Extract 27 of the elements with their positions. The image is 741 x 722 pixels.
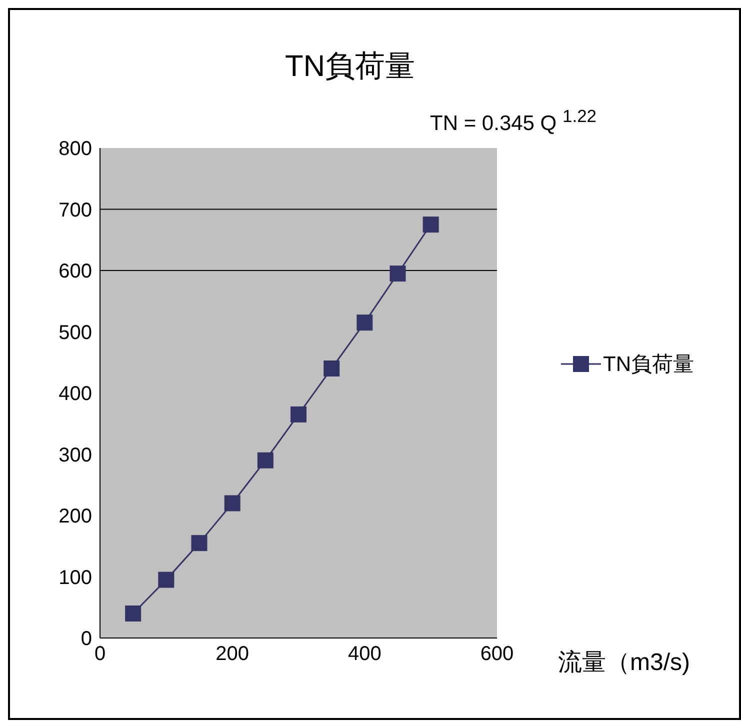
x-axis-title: 流量（m3/s): [558, 648, 690, 678]
y-tick-label: 400: [58, 383, 92, 406]
point: [158, 572, 174, 588]
point: [390, 266, 406, 282]
legend-label: TN負荷量: [603, 352, 694, 378]
y-tick-label: 300: [58, 444, 92, 466]
y-tick-label: 200: [58, 506, 92, 528]
x-tick-label: 200: [216, 643, 250, 666]
point: [290, 406, 306, 422]
point: [257, 452, 274, 468]
point: [324, 360, 340, 376]
y-tick-label: 800: [58, 138, 92, 160]
y-tick-label: 500: [58, 322, 92, 344]
text: TN = 0.345 Q $^{1.22}$: [430, 106, 597, 136]
chart-title: TN負荷量: [284, 49, 416, 85]
x-tick-label: 600: [480, 643, 514, 666]
x-tick-label: 400: [348, 643, 382, 666]
point: [224, 495, 240, 512]
x-tick-label: 0: [94, 643, 106, 666]
y-tick-label: 600: [58, 260, 92, 283]
y-tick-label: 0: [80, 628, 92, 650]
y-tick-label: 100: [58, 566, 92, 589]
y-tick-label: 700: [58, 199, 92, 222]
point: [191, 535, 208, 552]
point: [356, 314, 373, 331]
point: [125, 606, 142, 622]
point: [422, 216, 439, 233]
